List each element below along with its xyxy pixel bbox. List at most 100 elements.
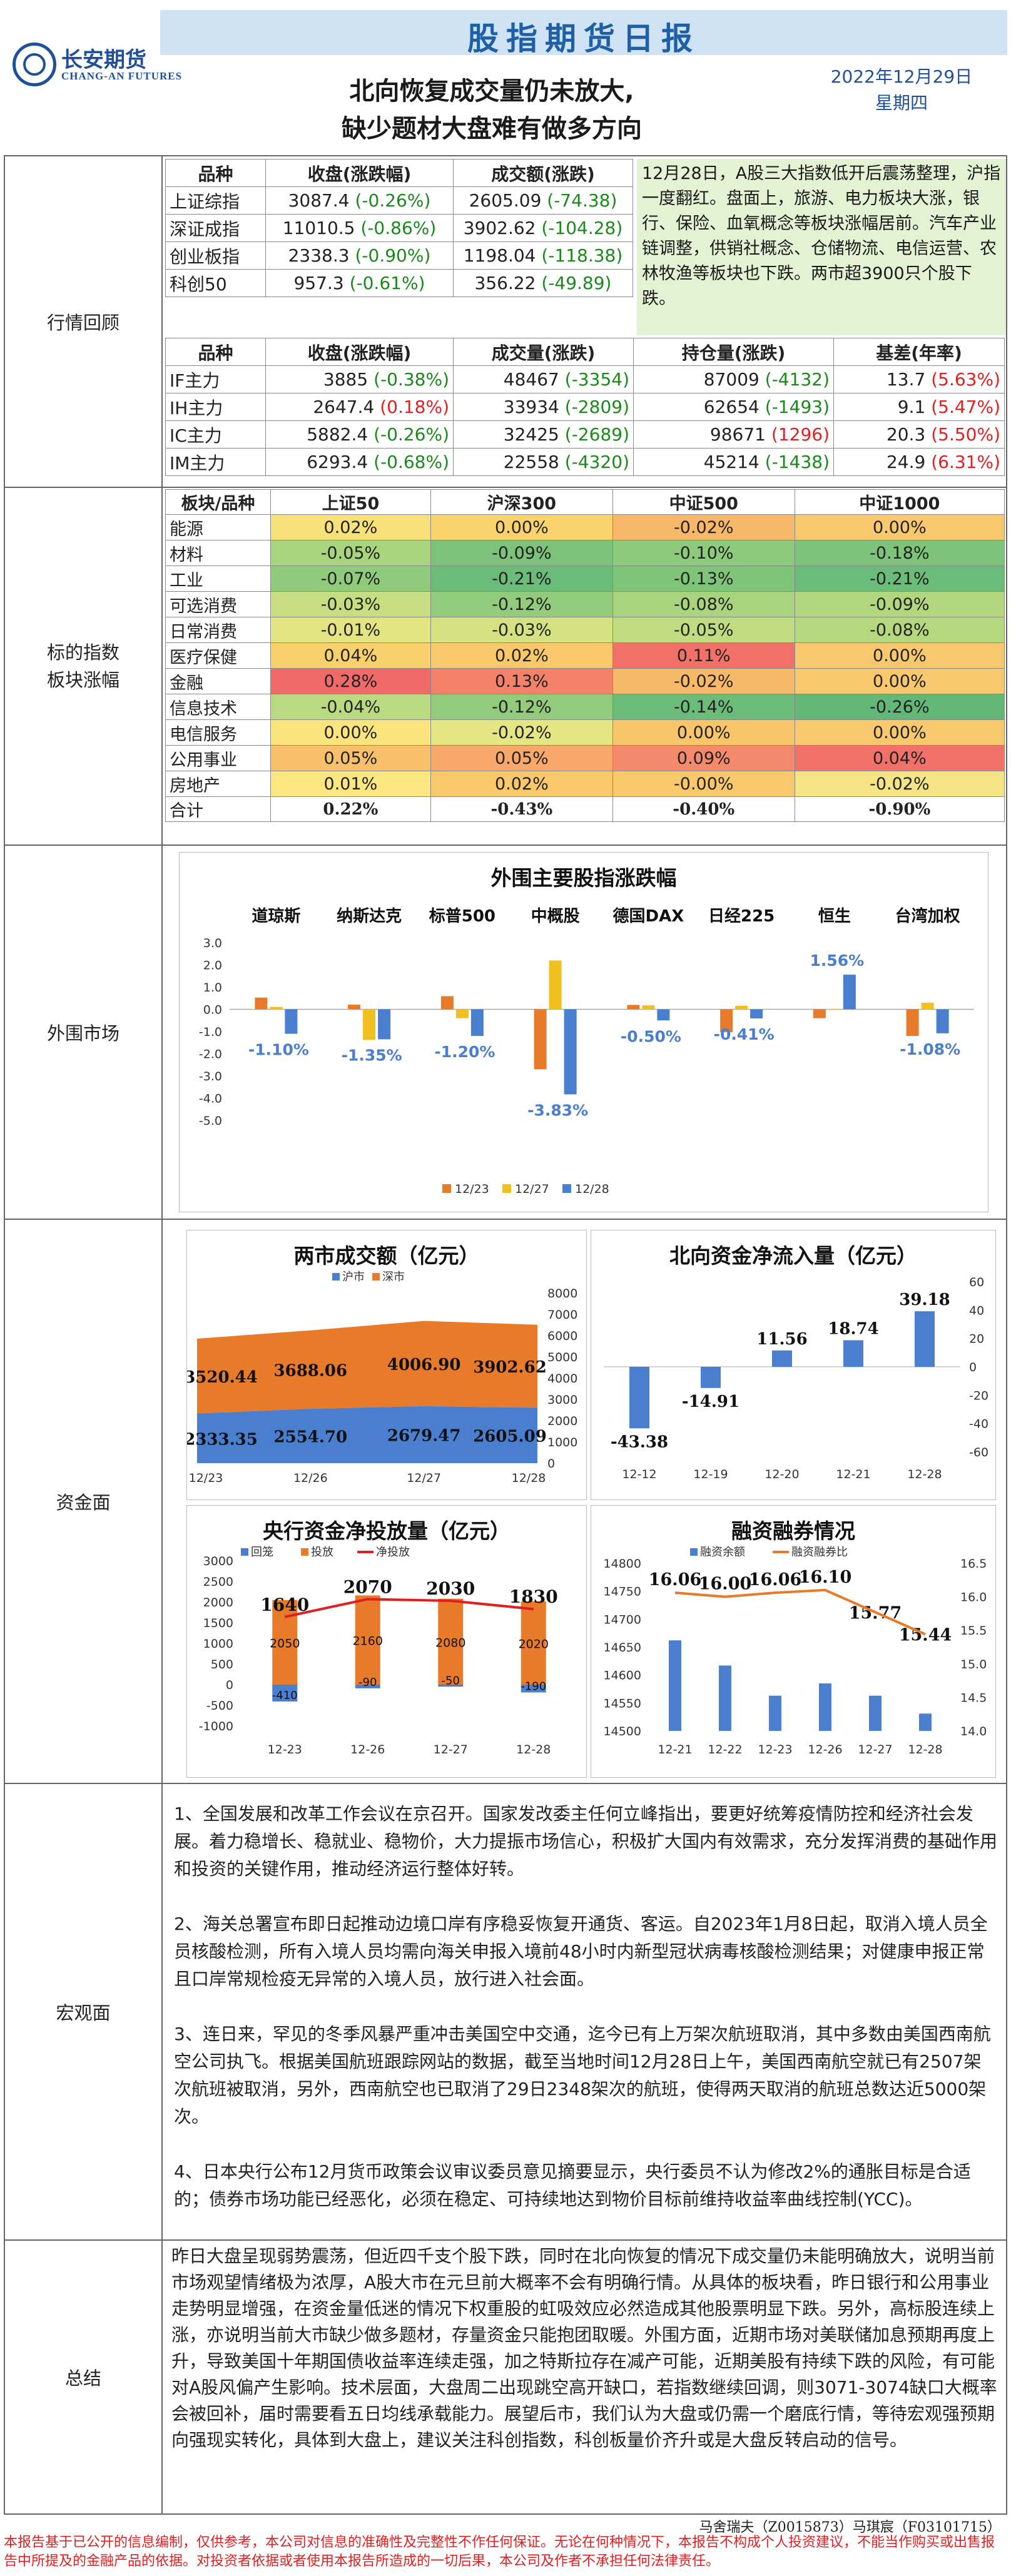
basis-value: 24.9	[886, 452, 932, 472]
x-tick-label: 12/26	[293, 1471, 328, 1485]
legend-label: 12/23	[455, 1182, 489, 1196]
summary-text: 昨日大盘呈现弱势震荡，但近四千支个股下跌，同时在北向恢复的情况下成交量仍未能明确…	[171, 2246, 997, 2450]
y-tick-label: 14600	[604, 1669, 641, 1683]
bar	[470, 1009, 484, 1037]
bar	[657, 1009, 670, 1021]
y-tick-label: 2.0	[203, 959, 222, 973]
futures-oi: 45214 (-1438)	[633, 448, 834, 476]
sector-value: -0.09%	[430, 540, 613, 566]
sector-value: 0.28%	[270, 668, 431, 694]
y2-tick-label: 15.0	[960, 1658, 987, 1671]
y2-tick-label: 14.5	[960, 1691, 987, 1705]
index-row: 科创50 957.3 (-0.61%) 356.22 (-49.89)	[165, 269, 633, 297]
futures-close: 5882.4 (-0.26%)	[265, 420, 454, 449]
bar	[440, 996, 454, 1010]
sector-total-value: -0.90%	[794, 796, 1005, 822]
volume-change: (-2689)	[564, 424, 629, 445]
index-table: 品种 收盘(涨跌幅) 成交额(涨跌) 上证综指 3087.4 (-0.26%) 2605.…	[165, 159, 633, 297]
y2-tick-label: 15.5	[960, 1624, 987, 1638]
overseas-chart: 3.0 2.0 1.0 0.0 -1.0 -2.0 -3.0 -4.0 -5.0 道琼斯 -1.10…	[199, 906, 974, 1196]
x-tick-label: 12-19	[693, 1468, 728, 1481]
data-label: -1.35%	[342, 1046, 402, 1064]
close-change: (-0.61%)	[349, 273, 425, 293]
inject-label: 2160	[353, 1635, 383, 1648]
y-tick-label: 0	[969, 1361, 977, 1374]
sector-row: 公用事业 0.05% 0.05% 0.09% 0.04%	[165, 745, 1005, 771]
volume-change: (-2809)	[564, 397, 629, 417]
close-value: 3087.4	[288, 190, 355, 211]
logo-name-cn: 长安期货	[61, 48, 146, 73]
withdraw-label: -50	[442, 1674, 460, 1687]
logo-name-en: CHANG-AN FUTURES	[61, 70, 183, 82]
pboc-title: 央行资金净投放量（亿元）	[263, 1519, 511, 1543]
turnover-title: 两市成交额（亿元）	[293, 1244, 480, 1268]
futures-basis: 24.9 (6.31%)	[833, 448, 1005, 476]
sector-name: 信息技术	[165, 694, 271, 720]
bar	[642, 1005, 655, 1010]
sector-value: 0.00%	[794, 719, 1005, 746]
bar	[735, 1005, 748, 1010]
futures-row: IC主力 5882.4 (-0.26%) 32425 (-2689) 98671 (1…	[165, 420, 1005, 449]
y-tick-label: 3.0	[203, 936, 222, 950]
northbound-chart: 60 40 20 0 -20 -40 -60 -43.38 12-12 -14.91 12-19 11…	[604, 1275, 988, 1481]
legend-swatch	[690, 1548, 698, 1556]
section-macro: 宏观面 1、全国发展和改革工作会议在京召开。国家发改委主任何立峰指出，要更好统筹…	[4, 1783, 1007, 2239]
market-review-note: 12月28日，A股三大指数低开后震荡整理，沪指一度翻红。盘面上，旅游、电力板块大…	[637, 159, 1006, 335]
futures-name: IM主力	[165, 448, 266, 476]
y-tick-label: 14800	[604, 1557, 641, 1571]
legend-swatch	[562, 1184, 571, 1193]
ratio-label: 16.00	[699, 1575, 752, 1594]
inject-bar	[521, 1601, 546, 1685]
index-amount: 1198.04 (-118.38)	[453, 241, 633, 270]
amount-value: 356.22	[474, 273, 542, 293]
balance-bar	[719, 1665, 731, 1731]
sector-name: 材料	[165, 540, 271, 566]
basis-value: 20.3	[886, 424, 932, 445]
sector-value: -0.03%	[270, 591, 431, 617]
futures-oi: 62654 (-1493)	[633, 393, 834, 421]
basis-value: 9.1	[897, 397, 932, 417]
futures-close: 6293.4 (-0.68%)	[265, 448, 454, 476]
bar	[921, 1002, 934, 1010]
inject-label: 2080	[435, 1636, 465, 1650]
sector-value: -0.13%	[612, 565, 795, 592]
y2-tick-label: 16.5	[960, 1557, 987, 1571]
bar	[772, 1350, 792, 1367]
sector-value: 0.13%	[430, 668, 613, 694]
sector-total-label: 合计	[165, 796, 271, 822]
index-amount: 356.22 (-49.89)	[453, 269, 633, 297]
title-bar: 股指期货日报	[160, 10, 1007, 57]
y-tick-label: 14550	[604, 1696, 641, 1710]
sector-name: 电信服务	[165, 719, 271, 746]
volume-change: (-4320)	[564, 452, 629, 472]
sector-name: 可选消费	[165, 591, 271, 617]
sector-value: -0.12%	[430, 694, 613, 720]
sector-value: -0.02%	[794, 771, 1005, 797]
oi-change: (1296)	[771, 424, 830, 445]
index-name: 深证成指	[165, 214, 266, 242]
sector-value: 0.02%	[270, 514, 431, 540]
data-label: 39.18	[899, 1291, 950, 1309]
volume-change: (-3354)	[564, 369, 629, 390]
futures-volume: 22558 (-4320)	[453, 448, 634, 476]
overseas-chart-panel: 外围主要股指涨跌幅 3.0 2.0 1.0 0.0 -1.0 -2.0 -3.0 -4.0 -5…	[179, 852, 988, 1212]
sector-row: 工业 -0.07% -0.21% -0.13% -0.21%	[165, 565, 1005, 592]
y-tick-label: 14750	[604, 1585, 641, 1599]
bar	[564, 1009, 577, 1095]
sz-label: 3902.62	[473, 1358, 547, 1377]
futures-name: IH主力	[165, 393, 266, 421]
legend-swatch	[372, 1273, 380, 1280]
x-tick-label: 12-28	[516, 1743, 551, 1757]
sector-value: 0.04%	[270, 642, 431, 669]
ratio-label: 15.44	[899, 1626, 952, 1645]
data-label: -0.50%	[621, 1027, 681, 1045]
sector-value: -0.07%	[270, 565, 431, 592]
net-label: 1640	[260, 1595, 309, 1615]
sector-value: -0.05%	[612, 617, 795, 643]
data-label: 11.56	[756, 1330, 807, 1349]
amount-change: (-104.28)	[541, 218, 623, 238]
futures-row: IH主力 2647.4 (0.18%) 33934 (-2809) 62654 (-1…	[165, 393, 1005, 421]
bar	[455, 1009, 469, 1018]
futures-name: IF主力	[165, 365, 266, 393]
macro-paragraph: 4、日本央行公布12月货币政策会议审议委员意见摘要显示，央行委员不认为修改2%的…	[174, 2161, 971, 2209]
